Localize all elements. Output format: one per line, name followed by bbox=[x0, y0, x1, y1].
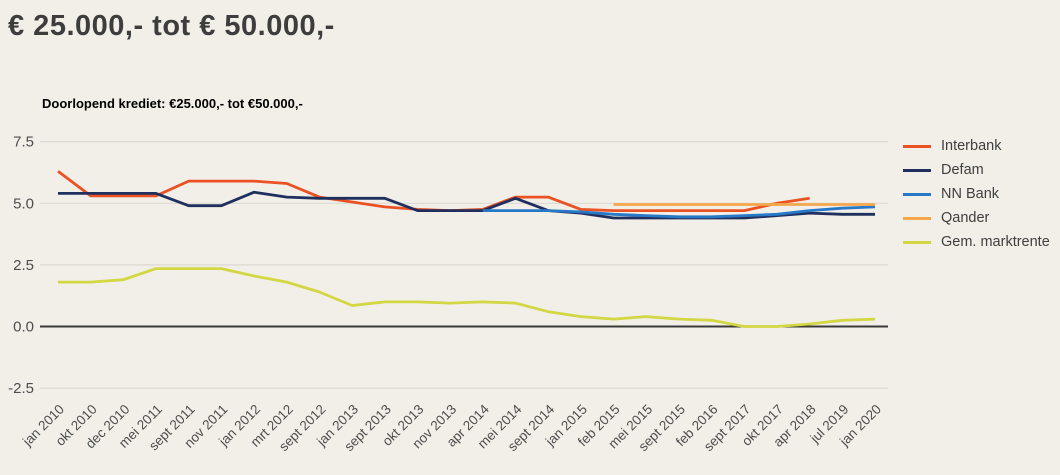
y-tick-label: 2.5 bbox=[13, 257, 34, 274]
legend-item-interbank[interactable]: Interbank bbox=[903, 138, 1050, 154]
legend-swatch-qander bbox=[903, 216, 931, 220]
legend-item-gem-marktrente[interactable]: Gem. marktrente bbox=[903, 234, 1050, 250]
legend-label: Qander bbox=[941, 210, 990, 226]
legend-item-defam[interactable]: Defam bbox=[903, 162, 1050, 178]
y-tick-label: 0.0 bbox=[13, 319, 34, 336]
chart-title: Doorlopend krediet: €25.000,- tot €50.00… bbox=[42, 96, 303, 111]
legend-swatch-interbank bbox=[903, 144, 931, 148]
page-title: € 25.000,- tot € 50.000,- bbox=[8, 10, 335, 42]
legend-swatch-defam bbox=[903, 168, 931, 172]
legend-label: Interbank bbox=[941, 138, 1002, 154]
y-tick-label: 5.0 bbox=[13, 195, 34, 212]
legend-label: NN Bank bbox=[941, 186, 1000, 202]
chart-legend: Interbank Defam NN Bank Qander Gem. marktren… bbox=[903, 138, 1050, 258]
legend-label: Defam bbox=[941, 162, 984, 178]
y-tick-label: 7.5 bbox=[13, 134, 34, 151]
series-line-defam bbox=[58, 190, 875, 220]
series-line-nn-bank bbox=[482, 205, 876, 219]
series-line-gem-marktrente bbox=[58, 267, 876, 328]
legend-label: Gem. marktrente bbox=[941, 234, 1050, 250]
legend-item-qander[interactable]: Qander bbox=[903, 210, 1050, 226]
legend-swatch-nn-bank bbox=[903, 192, 931, 196]
legend-swatch-gem-marktrente bbox=[903, 240, 931, 244]
legend-item-nn-bank[interactable]: NN Bank bbox=[903, 186, 1050, 202]
y-tick-label: -2.5 bbox=[8, 380, 34, 397]
